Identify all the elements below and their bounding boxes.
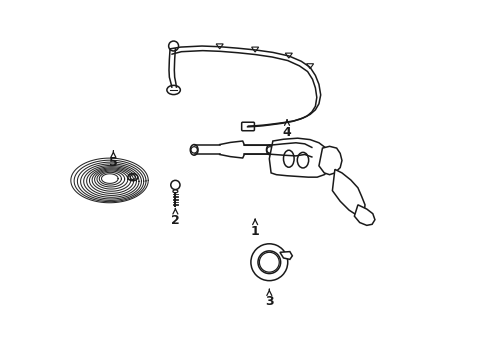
Text: 1: 1 [250,219,259,238]
Text: 3: 3 [264,289,273,308]
Ellipse shape [266,145,273,155]
Ellipse shape [173,190,178,193]
Polygon shape [306,64,313,69]
Polygon shape [285,53,292,58]
Ellipse shape [128,174,138,181]
Polygon shape [318,146,341,175]
FancyBboxPatch shape [241,122,254,131]
Polygon shape [251,47,258,52]
Ellipse shape [283,150,293,167]
Polygon shape [332,169,364,215]
Polygon shape [279,252,292,260]
Ellipse shape [166,85,180,95]
Polygon shape [269,138,331,177]
Polygon shape [216,44,223,49]
Ellipse shape [190,145,198,155]
Text: 4: 4 [282,120,291,139]
Text: 5: 5 [109,151,118,170]
Polygon shape [354,205,374,225]
Ellipse shape [297,152,308,168]
Text: 2: 2 [171,208,180,227]
